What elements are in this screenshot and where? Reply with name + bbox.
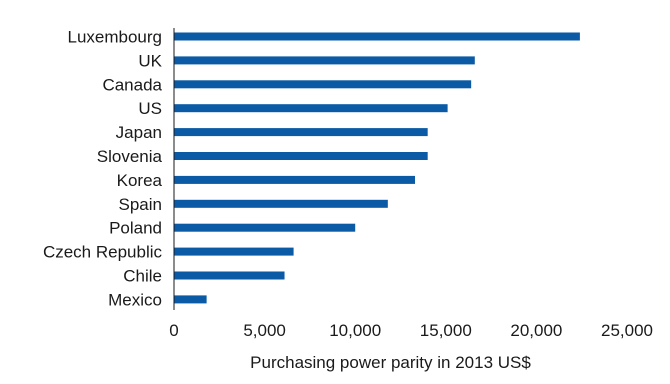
x-tick-label: 20,000 — [510, 321, 562, 340]
bar-canada — [174, 80, 472, 89]
x-tick-label: 10,000 — [329, 321, 381, 340]
x-axis-title: Purchasing power parity in 2013 US$ — [250, 353, 531, 372]
category-label-spain: Spain — [119, 195, 162, 214]
x-tick-label: 15,000 — [420, 321, 472, 340]
bar-spain — [174, 199, 388, 208]
bar-czech-republic — [174, 247, 294, 256]
bar-japan — [174, 128, 428, 137]
x-tick-label: 0 — [169, 321, 178, 340]
category-label-canada: Canada — [102, 75, 162, 94]
bar-mexico — [174, 295, 207, 304]
category-label-czech-republic: Czech Republic — [43, 243, 163, 262]
category-label-korea: Korea — [117, 171, 163, 190]
bar-poland — [174, 223, 356, 232]
category-label-poland: Poland — [109, 219, 162, 238]
bar-korea — [174, 175, 415, 184]
category-labels: Luxembourg UK Canada US Japan Slovenia Korea Sp… — [43, 28, 163, 310]
bar-chile — [174, 271, 285, 280]
x-tick-label: 5,000 — [243, 321, 286, 340]
bar-slovenia — [174, 152, 428, 160]
category-label-uk: UK — [138, 51, 162, 70]
x-axis-ticks: 0 5,000 10,000 15,000 20,000 25,000 — [169, 321, 653, 340]
bars-layer — [174, 32, 580, 304]
category-label-chile: Chile — [123, 267, 162, 286]
bar-us — [174, 104, 448, 113]
category-label-mexico: Mexico — [108, 290, 162, 309]
category-label-slovenia: Slovenia — [97, 147, 163, 166]
category-label-japan: Japan — [116, 123, 162, 142]
bar-uk — [174, 56, 475, 65]
x-tick-label: 25,000 — [601, 321, 653, 340]
bar-luxembourg — [174, 32, 580, 41]
category-label-us: US — [138, 99, 162, 118]
category-label-luxembourg: Luxembourg — [67, 28, 162, 47]
